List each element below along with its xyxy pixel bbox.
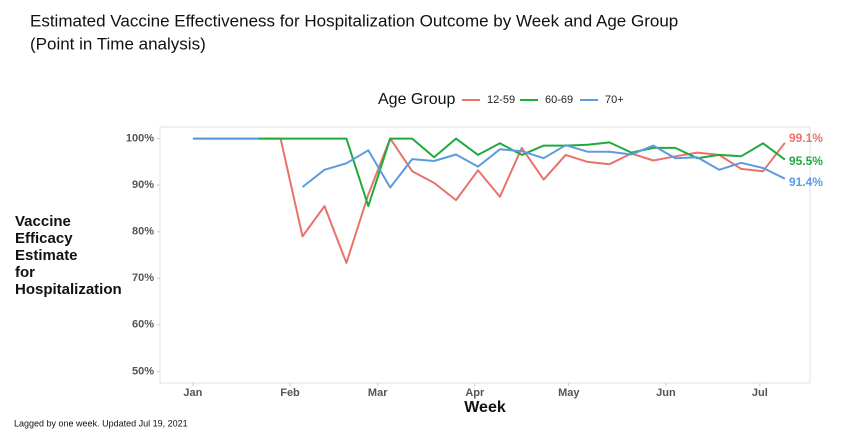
- series-line: [192, 137, 786, 189]
- x-tick-label: Jun: [656, 387, 676, 399]
- x-tick-label: Mar: [368, 387, 388, 399]
- y-tick-label: 80%: [132, 226, 154, 238]
- legend-title: Age Group: [378, 91, 455, 108]
- chart-subtitle: (Point in Time analysis): [30, 34, 206, 53]
- data-label: 99.1%: [789, 131, 823, 145]
- y-tick-label: 90%: [132, 179, 154, 191]
- x-tick-label: Apr: [465, 387, 485, 399]
- x-axis-label: Week: [464, 399, 506, 416]
- y-axis-label: Efficacy: [15, 230, 73, 247]
- y-axis-label: Hospitalization: [15, 281, 122, 298]
- data-label: 91.4%: [789, 175, 823, 189]
- legend-label: 70+: [605, 94, 624, 106]
- y-tick-label: 100%: [126, 133, 154, 145]
- legend-label: 60-69: [545, 94, 573, 106]
- plot-frame: [159, 126, 811, 384]
- y-tick-label: 70%: [132, 272, 154, 284]
- y-tick-label: 60%: [132, 319, 154, 331]
- series-line: [192, 137, 786, 208]
- x-tick-label: May: [558, 387, 580, 399]
- y-axis-label: Estimate: [15, 247, 78, 264]
- footnote: Lagged by one week. Updated Jul 19, 2021: [14, 418, 188, 428]
- series-line: [258, 137, 786, 264]
- x-tick-label: Jul: [752, 387, 768, 399]
- y-tick-label: 50%: [132, 365, 154, 377]
- x-tick-label: Feb: [280, 387, 300, 399]
- x-tick-label: Jan: [183, 387, 202, 399]
- y-axis-label: for: [15, 264, 35, 281]
- y-axis-label: Vaccine: [15, 213, 71, 230]
- data-label: 95.5%: [789, 154, 823, 168]
- legend-label: 12-59: [487, 94, 515, 106]
- chart-title: Estimated Vaccine Effectiveness for Hosp…: [30, 11, 678, 30]
